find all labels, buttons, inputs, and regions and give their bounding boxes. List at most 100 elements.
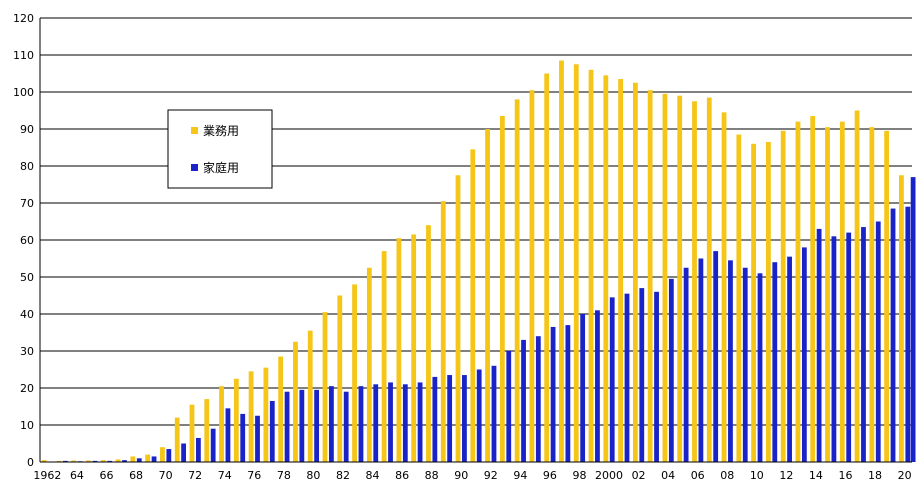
x-tick-label: 88 xyxy=(425,469,439,482)
bar-business xyxy=(854,110,860,462)
bar-household xyxy=(92,460,98,462)
bar-business xyxy=(825,127,830,463)
bar-household xyxy=(181,443,187,462)
bar-household xyxy=(521,339,526,462)
bar-business xyxy=(499,116,505,463)
legend: 業務用 家庭用 xyxy=(167,109,273,189)
bar-household xyxy=(151,456,157,462)
bar-household xyxy=(166,449,172,462)
bar-household xyxy=(535,336,541,462)
bar-business xyxy=(692,101,697,462)
bar-business xyxy=(603,75,609,462)
x-tick-label: 74 xyxy=(218,469,232,482)
y-tick-label: 60 xyxy=(20,234,34,247)
bar-business xyxy=(145,454,151,462)
y-tick-label: 90 xyxy=(20,123,34,136)
bar-household xyxy=(683,267,689,462)
bar-household xyxy=(107,460,113,462)
x-tick-label: 78 xyxy=(277,469,291,482)
y-tick-label: 10 xyxy=(20,419,34,432)
bar-household xyxy=(314,389,320,462)
bar-household xyxy=(654,291,659,462)
bar-household xyxy=(580,314,586,462)
x-tick-label: 04 xyxy=(661,469,675,482)
x-tick-label: 18 xyxy=(868,469,882,482)
bar-household xyxy=(565,325,571,462)
legend-box xyxy=(167,109,273,189)
bar-household xyxy=(846,232,852,462)
bar-business xyxy=(470,149,476,462)
bar-household xyxy=(905,206,911,462)
bar-business xyxy=(632,82,638,462)
bar-household xyxy=(432,376,438,462)
gridlines xyxy=(40,17,912,426)
x-tick-label: 96 xyxy=(543,469,557,482)
bar-household xyxy=(299,389,305,462)
bar-business xyxy=(455,175,461,462)
bar-household xyxy=(62,460,68,462)
x-tick-label: 10 xyxy=(750,469,764,482)
bar-business xyxy=(544,73,550,462)
bar-household xyxy=(910,177,916,462)
bar-business xyxy=(647,90,653,463)
bar-business xyxy=(411,234,417,462)
x-tick-label: 2000 xyxy=(595,469,623,482)
bar-household xyxy=(388,382,393,462)
bar-business xyxy=(174,417,180,462)
bar-household xyxy=(890,208,896,462)
bar-household xyxy=(284,391,290,462)
bar-business xyxy=(189,404,195,462)
y-axis-ticks: 0 10 20 30 40 50 60 70 80 90 100 110 120 xyxy=(13,12,34,469)
bar-household xyxy=(624,293,630,462)
bar-business xyxy=(795,121,801,462)
x-tick-label: 76 xyxy=(247,469,261,482)
bar-household xyxy=(417,382,423,462)
bar-household xyxy=(402,384,408,462)
x-tick-label: 02 xyxy=(632,469,646,482)
bar-business xyxy=(115,459,121,462)
bar-business xyxy=(721,112,727,462)
bar-business xyxy=(293,341,298,462)
bar-household xyxy=(816,228,822,462)
x-tick-label: 68 xyxy=(129,469,143,482)
bar-household xyxy=(373,384,379,462)
bar-business xyxy=(588,69,594,463)
bar-business xyxy=(765,141,771,462)
bar-household xyxy=(343,391,349,462)
legend-label-business: 業務用 xyxy=(203,124,239,138)
bar-household xyxy=(447,375,453,462)
y-tick-label: 70 xyxy=(20,197,34,210)
bar-household xyxy=(861,227,866,462)
bar-business xyxy=(736,134,742,463)
bar-business xyxy=(322,312,328,462)
y-tick-label: 20 xyxy=(20,382,34,395)
bar-household xyxy=(742,267,748,462)
y-tick-label: 80 xyxy=(20,160,34,173)
bar-household xyxy=(491,365,497,462)
y-tick-label: 0 xyxy=(27,456,34,469)
y-tick-label: 30 xyxy=(20,345,34,358)
bar-business xyxy=(573,64,579,462)
bar-business xyxy=(780,130,786,462)
bar-household xyxy=(210,428,216,462)
x-tick-label: 70 xyxy=(159,469,173,482)
bar-business xyxy=(263,367,269,462)
bar-business xyxy=(514,99,520,463)
bars xyxy=(41,60,916,463)
x-tick-label: 06 xyxy=(691,469,705,482)
bar-business xyxy=(559,60,564,463)
bar-household xyxy=(728,260,733,462)
legend-swatch-household xyxy=(191,164,198,171)
bar-business xyxy=(278,356,284,462)
bar-business xyxy=(529,90,535,463)
bar-household xyxy=(136,458,142,462)
bar-business xyxy=(662,93,668,462)
bar-business xyxy=(56,460,62,462)
bar-business xyxy=(677,95,683,462)
bar-business xyxy=(706,97,712,463)
bar-business xyxy=(366,267,372,462)
bar-business xyxy=(71,460,77,462)
x-tick-label: 20 xyxy=(898,469,912,482)
bar-household xyxy=(225,408,231,462)
